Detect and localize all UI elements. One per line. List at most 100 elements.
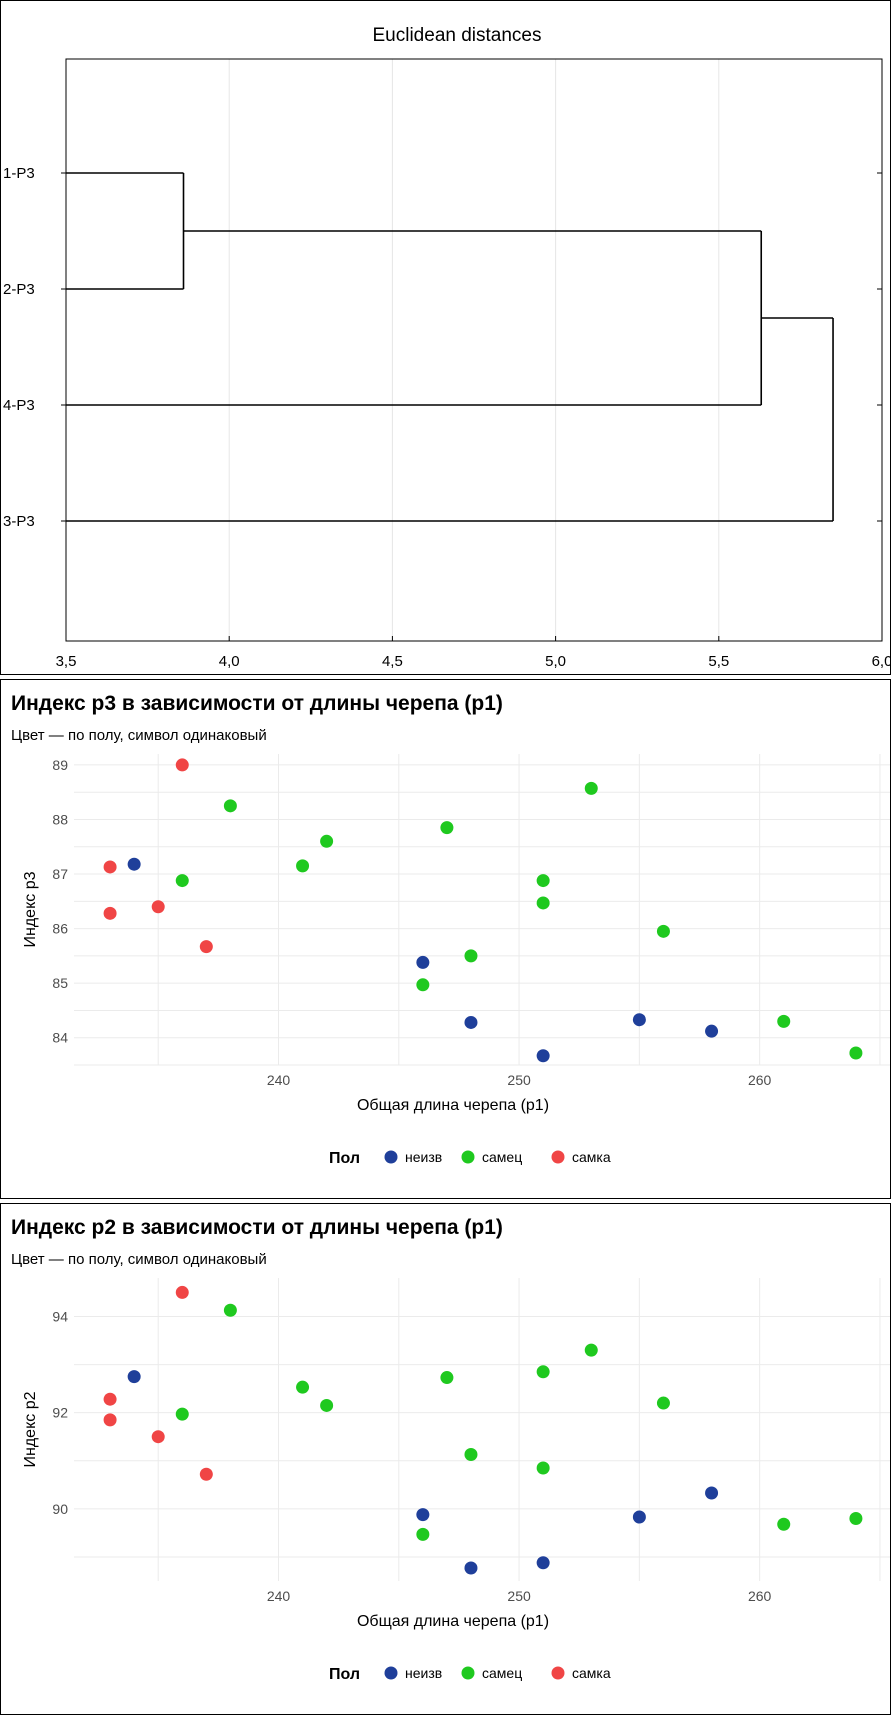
data-point-самец [536, 1461, 550, 1475]
data-point-самец [584, 781, 598, 795]
y-tick-label: 94 [52, 1308, 68, 1324]
legend-label: самец [482, 1665, 522, 1681]
legend-label: самка [572, 1665, 611, 1681]
legend-title: Пол [329, 1666, 360, 1683]
data-point-самец [656, 1396, 670, 1410]
y-tick-label: 88 [52, 811, 68, 827]
legend-label: самец [482, 1149, 522, 1165]
data-point-самец [536, 896, 550, 910]
data-point-самец [416, 978, 430, 992]
data-point-самец [656, 924, 670, 938]
data-point-неизв [127, 1370, 141, 1384]
data-point-неизв [416, 1508, 430, 1522]
dendrogram-leaf-label: 2-P3 [3, 281, 35, 298]
legend: Пол неизв самец самка [329, 1149, 611, 1167]
y-axis-label: Индекс p3 [22, 871, 39, 947]
x-tick-label: 240 [267, 1072, 291, 1088]
data-point-самец [416, 1527, 430, 1541]
y-tick-label: 85 [52, 975, 68, 991]
dendrogram-links [66, 172, 834, 522]
plot-grid [74, 1278, 890, 1581]
data-point-самец [175, 1407, 189, 1421]
data-point-самка [175, 1285, 189, 1299]
scatter-p3-svg: Индекс p3 в зависимости от длины черепа … [11, 692, 890, 1167]
legend-title: Пол [329, 1150, 360, 1167]
dendrogram-grid [228, 59, 720, 641]
y-tick-label: 89 [52, 757, 68, 773]
data-point-самец [464, 1448, 478, 1462]
data-point-самка [151, 1430, 165, 1444]
legend-key-самец [461, 1666, 475, 1680]
dendrogram-title: Euclidean distances [373, 25, 542, 46]
data-point-самец [777, 1014, 791, 1028]
data-point-самец [584, 1343, 598, 1357]
data-point-самец [464, 949, 478, 963]
data-point-неизв [464, 1561, 478, 1575]
legend-key-самка [551, 1666, 565, 1680]
y-tick-label: 84 [52, 1030, 68, 1046]
dendrogram-frame [65, 58, 883, 642]
data-point-неизв [705, 1024, 719, 1038]
data-point-самка [103, 1413, 117, 1427]
dendrogram-x-tick-label: 3,5 [56, 653, 77, 670]
dendrogram-ticks: 3,5 4,0 4,5 5,0 5,5 6,0 1-P3 2-P3 4-P3 3-P3 [3, 165, 891, 670]
dendrogram-x-tick-label: 5,5 [708, 653, 729, 670]
plot-subtitle: Цвет — по полу, символ одинаковый [11, 727, 267, 744]
data-point-самец [440, 821, 454, 835]
data-point-неизв [464, 1015, 478, 1029]
x-tick-label: 250 [507, 1588, 531, 1604]
dendrogram-panel: Euclidean distances 3,5 4,0 4,5 5,0 5,5 6,0 1-… [0, 0, 891, 675]
y-tick-label: 92 [52, 1405, 68, 1421]
dendrogram-x-tick-label: 6,0 [872, 653, 891, 670]
data-point-самец [777, 1517, 791, 1531]
dendrogram-leaf-label: 4-P3 [3, 397, 35, 414]
x-tick-label: 260 [748, 1072, 772, 1088]
y-axis-label: Индекс p2 [22, 1391, 39, 1467]
y-tick-label: 86 [52, 921, 68, 937]
dendrogram-x-tick-label: 4,0 [219, 653, 240, 670]
scatter-p2-svg: Индекс p2 в зависимости от длины черепа … [11, 1216, 890, 1683]
data-point-самец [849, 1046, 863, 1060]
data-point-самка [175, 758, 189, 772]
legend-key-неизв [384, 1666, 398, 1680]
data-point-самец [175, 874, 189, 888]
data-point-неизв [705, 1486, 719, 1500]
data-point-неизв [632, 1013, 646, 1027]
data-point-самец [320, 1398, 334, 1412]
y-tick-label: 90 [52, 1501, 68, 1517]
data-point-самец [849, 1511, 863, 1525]
legend-key-самка [551, 1150, 565, 1164]
data-point-самка [199, 940, 213, 954]
data-point-неизв [127, 857, 141, 871]
legend-label: неизв [405, 1149, 442, 1165]
data-point-самка [151, 900, 165, 914]
x-axis-label: Общая длина черепа (p1) [357, 1613, 549, 1630]
data-point-самец [296, 859, 310, 873]
data-point-самец [223, 799, 237, 813]
x-axis-label: Общая длина черепа (p1) [357, 1097, 549, 1114]
dendrogram-leaf-label: 1-P3 [3, 165, 35, 182]
x-tick-label: 250 [507, 1072, 531, 1088]
legend-label: неизв [405, 1665, 442, 1681]
data-point-самка [199, 1467, 213, 1481]
legend: Пол неизв самец самка [329, 1665, 611, 1683]
dendrogram-svg: Euclidean distances 3,5 4,0 4,5 5,0 5,5 6,0 1-… [3, 25, 891, 670]
data-point-самка [103, 1392, 117, 1406]
scatter-p2-panel: Индекс p2 в зависимости от длины черепа … [0, 1203, 891, 1715]
data-point-самец [320, 834, 334, 848]
y-tick-label: 87 [52, 866, 68, 882]
plot-grid [74, 754, 890, 1066]
data-point-самец [223, 1303, 237, 1317]
legend-key-неизв [384, 1150, 398, 1164]
data-point-самец [296, 1380, 310, 1394]
plot-subtitle: Цвет — по полу, символ одинаковый [11, 1251, 267, 1268]
plot-title: Индекс p3 в зависимости от длины черепа … [11, 692, 503, 715]
data-point-самец [536, 874, 550, 888]
plot-title: Индекс p2 в зависимости от длины черепа … [11, 1216, 503, 1239]
data-point-самка [103, 860, 117, 874]
legend-label: самка [572, 1149, 611, 1165]
dendrogram-leaf-label: 3-P3 [3, 513, 35, 530]
legend-key-самец [461, 1150, 475, 1164]
x-tick-label: 240 [267, 1588, 291, 1604]
x-tick-label: 260 [748, 1588, 772, 1604]
